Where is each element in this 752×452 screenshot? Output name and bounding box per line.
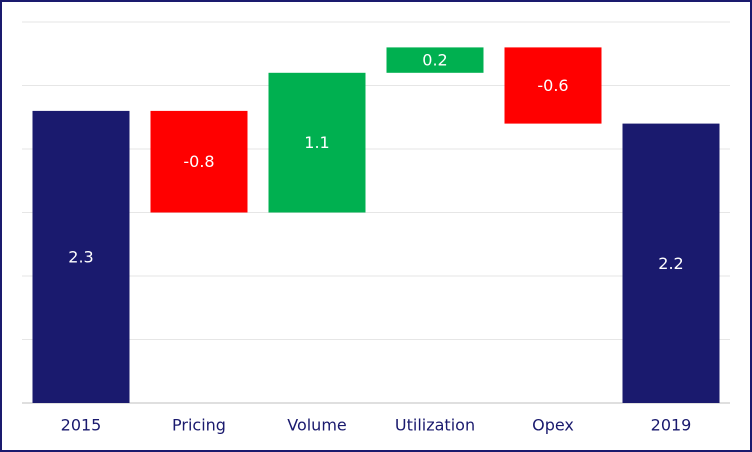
x-tick-label: Utilization (395, 416, 475, 435)
x-tick-label: 2015 (61, 416, 102, 435)
bar (622, 123, 720, 403)
data-label: 1.1 (304, 133, 329, 152)
bar (386, 47, 484, 73)
data-label: -0.6 (537, 76, 568, 95)
x-tick-label: Volume (287, 416, 347, 435)
x-tick-label: Pricing (172, 416, 226, 435)
bar (504, 47, 602, 124)
data-label: 2.3 (68, 247, 93, 266)
data-label: 0.2 (422, 51, 447, 70)
data-label: 2.2 (658, 254, 683, 273)
bar (150, 110, 248, 213)
bar (32, 110, 130, 404)
x-tick-label: Opex (532, 416, 574, 435)
x-tick-label: 2019 (651, 416, 692, 435)
bar (268, 72, 366, 213)
data-label: -0.8 (183, 152, 214, 171)
